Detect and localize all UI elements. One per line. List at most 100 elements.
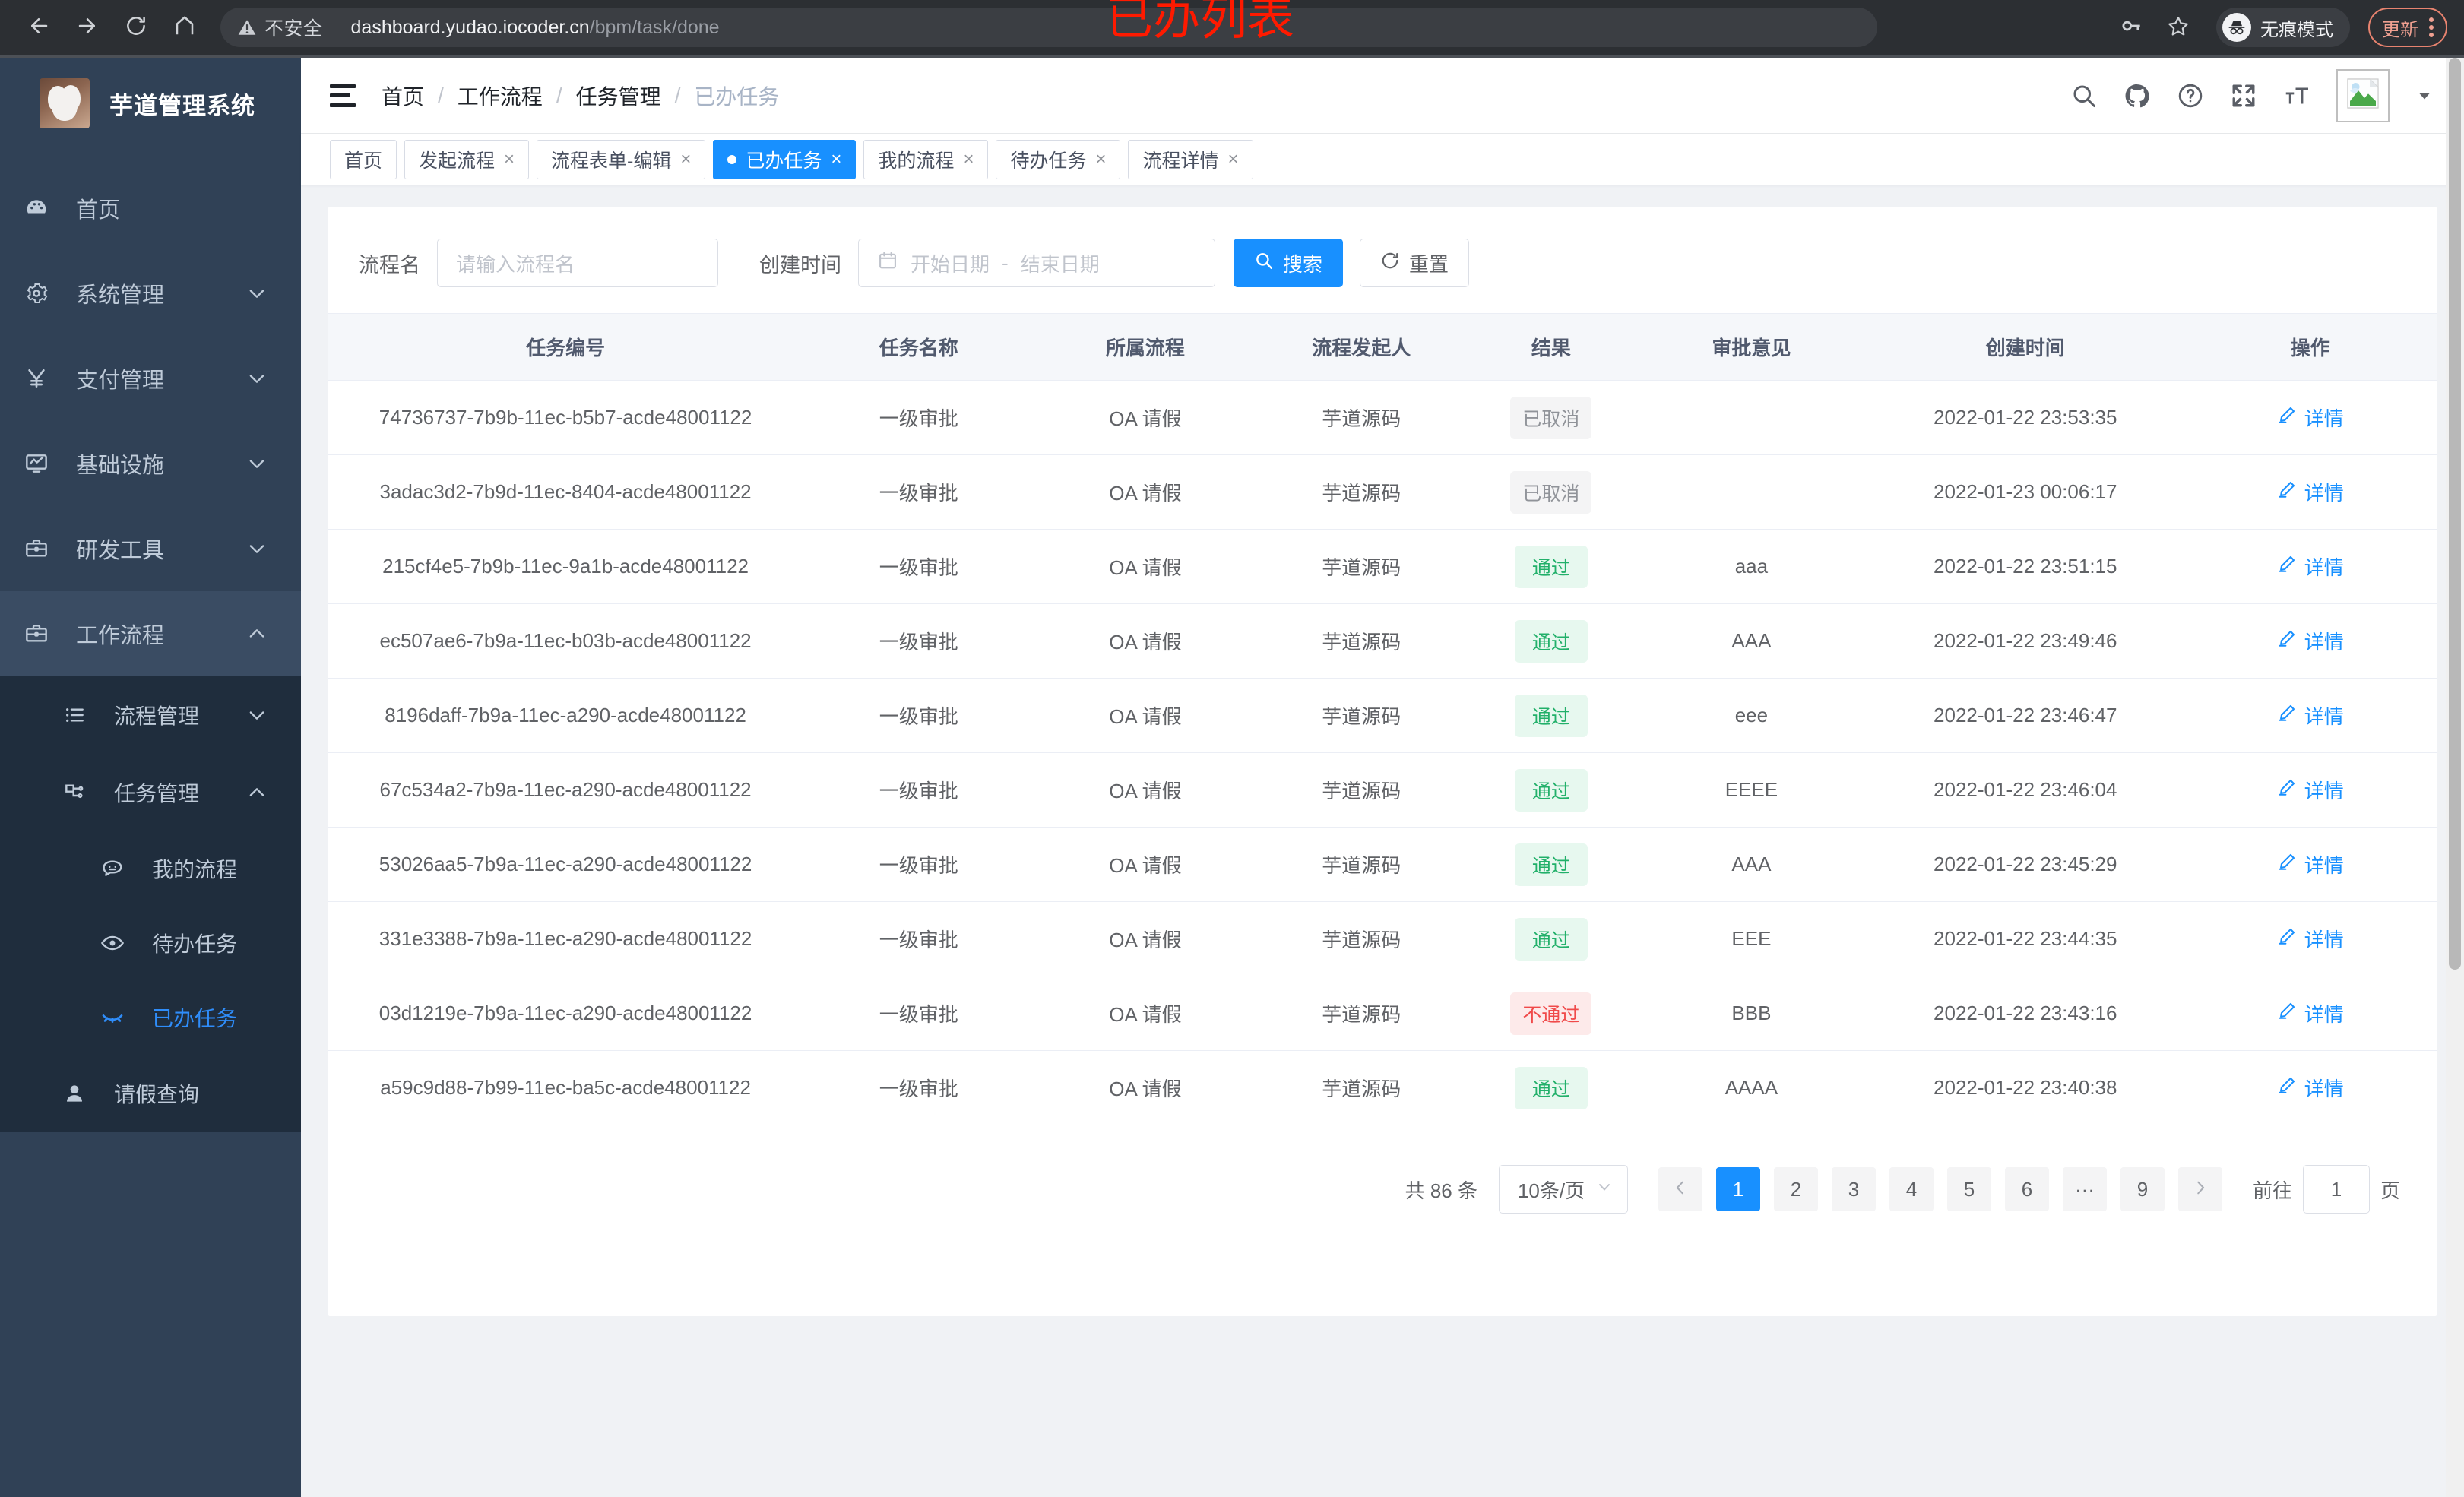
detail-button[interactable]: 详情 bbox=[2277, 478, 2344, 506]
brand-logo-icon bbox=[40, 78, 90, 128]
table-row[interactable]: 215cf4e5-7b9b-11ec-9a1b-acde48001122 一级审批… bbox=[328, 529, 2437, 604]
sidebar-item-done-tasks[interactable]: 已办任务 bbox=[0, 980, 301, 1055]
table-row[interactable]: a59c9d88-7b99-11ec-ba5c-acde48001122 一级审批… bbox=[328, 1050, 2437, 1125]
tab-label: 流程详情 bbox=[1142, 150, 1219, 172]
font-size-icon[interactable] bbox=[2283, 82, 2310, 109]
column-header-result: 结果 bbox=[1466, 313, 1636, 381]
address-bar[interactable]: 不安全 dashboard.yudao.iocoder.cn/bpm/task/… bbox=[220, 8, 1877, 47]
page-button-3[interactable]: 3 bbox=[1831, 1167, 1876, 1211]
forward-arrow-icon bbox=[76, 14, 99, 41]
help-circle-icon[interactable] bbox=[2177, 82, 2204, 109]
update-button[interactable]: 更新 bbox=[2368, 8, 2447, 47]
cell-initiator: 芋道源码 bbox=[1256, 976, 1467, 1051]
bookmark-button[interactable] bbox=[2158, 8, 2198, 47]
create-time-range-picker[interactable]: 开始日期 - 结束日期 bbox=[858, 239, 1215, 287]
sidebar-item-my-process[interactable]: 我的流程 bbox=[0, 831, 301, 906]
close-icon[interactable]: × bbox=[1095, 148, 1107, 169]
cell-created-time: 2022-01-23 00:06:17 bbox=[1867, 454, 2184, 530]
close-icon[interactable]: × bbox=[504, 148, 515, 169]
sidebar-item-label: 首页 bbox=[76, 198, 121, 223]
sidebar-item-leave-query[interactable]: 请假查询 bbox=[0, 1055, 301, 1132]
sidebar-item-system-management[interactable]: 系统管理 bbox=[0, 251, 301, 336]
table-row[interactable]: 03d1219e-7b9a-11ec-a290-acde48001122 一级审批… bbox=[328, 976, 2437, 1051]
page-button-2[interactable]: 2 bbox=[1773, 1167, 1818, 1211]
sidebar-item-workflow[interactable]: 工作流程 bbox=[0, 591, 301, 676]
close-icon[interactable]: × bbox=[963, 148, 974, 169]
scrollbar-thumb[interactable] bbox=[2449, 58, 2461, 970]
sidebar-item-process-management[interactable]: 流程管理 bbox=[0, 676, 301, 754]
tab-process-detail[interactable]: 流程详情 × bbox=[1128, 139, 1253, 179]
breadcrumb-item-task-management[interactable]: 任务管理 bbox=[575, 84, 661, 109]
breadcrumb-item-home[interactable]: 首页 bbox=[382, 84, 425, 109]
page-button-4[interactable]: 4 bbox=[1889, 1167, 1934, 1211]
hamburger-icon[interactable] bbox=[330, 84, 356, 107]
brand[interactable]: 芋道管理系统 bbox=[0, 58, 301, 149]
tab-home[interactable]: 首页 bbox=[330, 139, 397, 179]
detail-button[interactable]: 详情 bbox=[2277, 850, 2344, 878]
detail-button[interactable]: 详情 bbox=[2277, 552, 2344, 581]
edit-pencil-icon bbox=[2277, 1075, 2297, 1100]
search-button[interactable]: 搜索 bbox=[1234, 239, 1344, 287]
close-icon[interactable]: × bbox=[831, 148, 842, 169]
cell-task-name: 一级审批 bbox=[803, 1050, 1035, 1125]
breadcrumb-item-workflow[interactable]: 工作流程 bbox=[457, 84, 543, 109]
star-icon bbox=[2168, 15, 2189, 40]
sidebar-item-infrastructure[interactable]: 基础设施 bbox=[0, 421, 301, 506]
kebab-menu-icon[interactable] bbox=[2429, 17, 2434, 37]
sidebar-item-task-management[interactable]: 任务管理 bbox=[0, 754, 301, 831]
page-size-select[interactable]: 10条/页 bbox=[1498, 1165, 1628, 1214]
page-scrollbar[interactable] bbox=[2446, 58, 2464, 1497]
page-ellipsis[interactable]: ··· bbox=[2062, 1167, 2107, 1211]
back-button[interactable] bbox=[17, 5, 61, 49]
sidebar-item-dev-tools[interactable]: 研发工具 bbox=[0, 506, 301, 591]
page-button-9[interactable]: 9 bbox=[2120, 1167, 2165, 1211]
detail-button[interactable]: 详情 bbox=[2277, 627, 2344, 655]
close-icon[interactable]: × bbox=[680, 148, 692, 169]
search-form: 流程名 请输入流程名 创建时间 开始日期 - 结束日期 bbox=[328, 207, 2437, 313]
tab-done-tasks[interactable]: 已办任务 × bbox=[713, 139, 857, 179]
incognito-indicator[interactable]: 无痕模式 bbox=[2216, 8, 2350, 47]
fullscreen-icon[interactable] bbox=[2230, 82, 2257, 109]
table-row[interactable]: 53026aa5-7b9a-11ec-a290-acde48001122 一级审批… bbox=[328, 827, 2437, 902]
forward-button[interactable] bbox=[65, 5, 109, 49]
tab-start-process[interactable]: 发起流程 × bbox=[404, 139, 530, 179]
chevron-down-icon[interactable] bbox=[2415, 87, 2434, 105]
next-page-button[interactable] bbox=[2177, 1167, 2222, 1211]
cell-created-time: 2022-01-22 23:53:35 bbox=[1867, 380, 2184, 455]
close-icon[interactable]: × bbox=[1227, 148, 1239, 169]
sidebar-item-label: 基础设施 bbox=[76, 454, 165, 478]
table-row[interactable]: 8196daff-7b9a-11ec-a290-acde48001122 一级审批… bbox=[328, 678, 2437, 753]
detail-button[interactable]: 详情 bbox=[2277, 1074, 2344, 1102]
table-row[interactable]: 67c534a2-7b9a-11ec-a290-acde48001122 一级审批… bbox=[328, 752, 2437, 828]
sidebar-item-todo-tasks[interactable]: 待办任务 bbox=[0, 906, 301, 980]
detail-button[interactable]: 详情 bbox=[2277, 701, 2344, 730]
process-name-input[interactable]: 请输入流程名 bbox=[437, 239, 718, 287]
password-manager-button[interactable] bbox=[2111, 8, 2151, 47]
page-button-1[interactable]: 1 bbox=[1715, 1167, 1760, 1211]
sidebar-item-home[interactable]: 首页 bbox=[0, 166, 301, 251]
prev-page-button[interactable] bbox=[1658, 1167, 1702, 1211]
tab-my-process[interactable]: 我的流程 × bbox=[863, 139, 989, 179]
cell-result: 已取消 bbox=[1466, 454, 1636, 530]
table-row[interactable]: ec507ae6-7b9a-11ec-b03b-acde48001122 一级审批… bbox=[328, 603, 2437, 679]
page-button-6[interactable]: 6 bbox=[2004, 1167, 2049, 1211]
cell-comment: AAA bbox=[1635, 603, 1867, 679]
table-row[interactable]: 331e3388-7b9a-11ec-a290-acde48001122 一级审批… bbox=[328, 901, 2437, 976]
jump-page-input[interactable]: 1 bbox=[2302, 1165, 2370, 1214]
sidebar-item-payment-management[interactable]: 支付管理 bbox=[0, 336, 301, 421]
home-button[interactable] bbox=[163, 5, 207, 49]
reload-button[interactable] bbox=[114, 5, 158, 49]
page-button-5[interactable]: 5 bbox=[1946, 1167, 1991, 1211]
detail-button[interactable]: 详情 bbox=[2277, 999, 2344, 1027]
detail-button[interactable]: 详情 bbox=[2277, 925, 2344, 953]
table-row[interactable]: 3adac3d2-7b9d-11ec-8404-acde48001122 一级审批… bbox=[328, 454, 2437, 530]
avatar[interactable] bbox=[2336, 68, 2390, 122]
detail-button[interactable]: 详情 bbox=[2277, 776, 2344, 804]
github-icon[interactable] bbox=[2124, 82, 2151, 109]
tab-process-form-edit[interactable]: 流程表单-编辑 × bbox=[537, 139, 706, 179]
search-icon[interactable] bbox=[2070, 82, 2098, 109]
tab-todo-tasks[interactable]: 待办任务 × bbox=[996, 139, 1121, 179]
reset-button[interactable]: 重置 bbox=[1360, 239, 1470, 287]
table-row[interactable]: 74736737-7b9b-11ec-b5b7-acde48001122 一级审批… bbox=[328, 380, 2437, 455]
detail-button[interactable]: 详情 bbox=[2277, 404, 2344, 432]
